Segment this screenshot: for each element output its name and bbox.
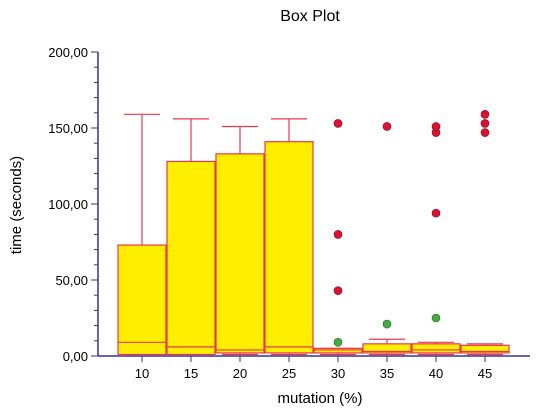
- extreme-point: [431, 122, 441, 131]
- box-30: [313, 119, 363, 356]
- x-tick-label: 35: [380, 366, 394, 381]
- extreme-point: [333, 230, 343, 239]
- box-iqr: [411, 343, 461, 354]
- box-iqr: [460, 344, 510, 354]
- x-tick-label: 15: [184, 366, 198, 381]
- box-iqr: [313, 347, 363, 354]
- extreme-point: [333, 119, 343, 128]
- box-35: [362, 122, 412, 356]
- extreme-point: [480, 110, 490, 119]
- outlier-point: [382, 319, 392, 329]
- box-10: [117, 113, 167, 356]
- x-tick-label: 30: [331, 366, 345, 381]
- box-25: [264, 118, 314, 356]
- extreme-point: [480, 128, 490, 137]
- outlier-point: [333, 338, 343, 347]
- y-axis-label: time (seconds): [8, 156, 25, 254]
- extreme-point: [480, 119, 490, 128]
- y-tick-label: 150,00: [48, 121, 88, 136]
- box-40: [411, 122, 461, 356]
- y-tick-label: 100,00: [48, 197, 88, 212]
- extreme-point: [431, 208, 441, 218]
- extreme-point: [382, 122, 392, 131]
- box-iqr: [215, 153, 265, 354]
- x-tick-label: 20: [233, 366, 247, 381]
- box-iqr: [117, 244, 167, 356]
- y-tick-label: 0,00: [63, 349, 88, 364]
- y-tick-label: 200,00: [48, 45, 88, 60]
- x-tick-label: 25: [282, 366, 296, 381]
- box-iqr: [264, 141, 314, 354]
- x-tick-label: 40: [429, 366, 443, 381]
- box-15: [166, 118, 216, 356]
- x-tick-label: 10: [135, 366, 149, 381]
- chart-title: Box Plot: [280, 8, 340, 25]
- box-iqr: [166, 160, 216, 356]
- box-iqr: [362, 343, 412, 354]
- boxes: [117, 110, 510, 356]
- box-20: [215, 125, 265, 356]
- x-tick-label: 45: [478, 366, 492, 381]
- axes: 0,00 50,00 100,00 150,00 200,00 10 15 20 25 30 35 4…: [48, 45, 530, 381]
- y-tick-label: 50,00: [55, 273, 88, 288]
- box-45: [460, 110, 510, 356]
- outlier-point: [431, 313, 441, 323]
- x-axis-label: mutation (%): [277, 390, 362, 407]
- extreme-point: [333, 286, 343, 295]
